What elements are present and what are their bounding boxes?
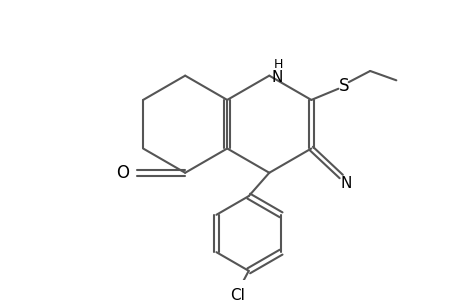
Text: N: N [270,70,282,85]
Text: Cl: Cl [230,288,245,300]
Text: O: O [116,164,129,182]
Text: N: N [340,176,351,191]
Text: H: H [274,58,283,71]
Text: S: S [338,77,348,95]
